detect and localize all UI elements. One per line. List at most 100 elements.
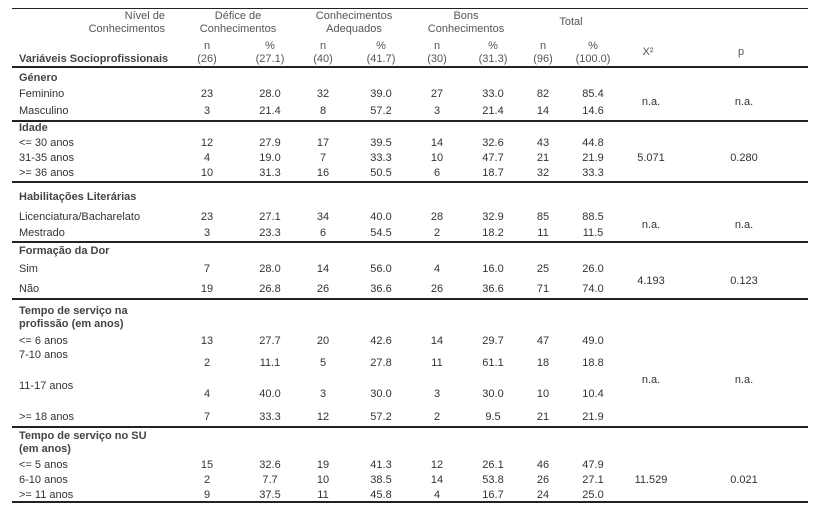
cell: 27.9 bbox=[259, 136, 281, 149]
cell: 23 bbox=[200, 210, 214, 223]
cell: 24 bbox=[536, 488, 550, 501]
n-label: n bbox=[319, 39, 327, 52]
cell: 4 bbox=[433, 488, 441, 501]
section-rule bbox=[12, 298, 808, 300]
chi-value: n.a. bbox=[641, 218, 661, 231]
cell: 2 bbox=[203, 473, 211, 486]
cell: 40.0 bbox=[370, 210, 392, 223]
section-title: Formação da Dor bbox=[19, 244, 110, 257]
header-rule bbox=[12, 66, 808, 68]
row-label: <= 6 anos bbox=[19, 334, 68, 347]
cell: 26 bbox=[536, 473, 550, 486]
cell: 2 bbox=[203, 356, 211, 369]
cell: 10 bbox=[536, 387, 550, 400]
corner-label: Nível de bbox=[124, 9, 165, 22]
row-label: Sim bbox=[19, 262, 38, 275]
cell: 71 bbox=[536, 282, 550, 295]
row-label: 11-17 anos bbox=[19, 379, 74, 392]
group-title: Adequados bbox=[326, 22, 382, 35]
cell: 42.6 bbox=[370, 334, 392, 347]
cell: 6 bbox=[433, 166, 441, 179]
cell: 3 bbox=[203, 104, 211, 117]
row-header: Variáveis Socioprofissionais bbox=[19, 52, 169, 65]
cell: 56.0 bbox=[370, 262, 392, 275]
top-rule bbox=[12, 8, 808, 9]
cell: 26 bbox=[316, 282, 330, 295]
cell: 12 bbox=[316, 410, 330, 423]
group-title: Bons bbox=[453, 9, 479, 22]
cell: 10.4 bbox=[582, 387, 604, 400]
cell: 88.5 bbox=[582, 210, 604, 223]
cell: 32.9 bbox=[482, 210, 504, 223]
cell: 19.0 bbox=[259, 151, 281, 164]
cell: 10 bbox=[316, 473, 330, 486]
n-label: n bbox=[203, 39, 211, 52]
cell: 27.1 bbox=[259, 210, 281, 223]
row-label: >= 36 anos bbox=[19, 166, 75, 179]
cell: 18.2 bbox=[482, 226, 504, 239]
cell: 3 bbox=[203, 226, 211, 239]
cell: 9 bbox=[203, 488, 211, 501]
cell: 5 bbox=[319, 356, 327, 369]
cell: 23.3 bbox=[259, 226, 281, 239]
cell: 57.2 bbox=[370, 104, 392, 117]
cell: 21.4 bbox=[259, 104, 281, 117]
cell: 10 bbox=[430, 151, 444, 164]
group-title: Conhecimentos bbox=[199, 22, 277, 35]
cell: 14 bbox=[536, 104, 550, 117]
cell: 16 bbox=[316, 166, 330, 179]
pct-label: % bbox=[588, 39, 598, 52]
cell: 18.7 bbox=[482, 166, 504, 179]
cell: 2 bbox=[433, 410, 441, 423]
cell: 23 bbox=[200, 87, 214, 100]
cell: 44.8 bbox=[582, 136, 604, 149]
bottom-rule bbox=[12, 501, 808, 503]
cell: 14 bbox=[430, 334, 444, 347]
row-label: 7-10 anos bbox=[19, 348, 68, 361]
group-title: Défice de bbox=[214, 9, 262, 22]
section-rule bbox=[12, 426, 808, 428]
cell: 21 bbox=[536, 151, 550, 164]
cell: 39.5 bbox=[370, 136, 392, 149]
cell: 18.8 bbox=[582, 356, 604, 369]
cell: 7 bbox=[319, 151, 327, 164]
cell: 82 bbox=[536, 87, 550, 100]
section-title: (em anos) bbox=[19, 442, 71, 455]
cell: 46 bbox=[536, 458, 550, 471]
cell: 33.3 bbox=[370, 151, 392, 164]
cell: 15 bbox=[200, 458, 214, 471]
cell: 54.5 bbox=[370, 226, 392, 239]
row-label: <= 30 anos bbox=[19, 136, 75, 149]
cell: 45.8 bbox=[370, 488, 392, 501]
cell: 2 bbox=[433, 226, 441, 239]
row-label: Masculino bbox=[19, 104, 69, 117]
cell: 28.0 bbox=[259, 87, 281, 100]
cell: 13 bbox=[200, 334, 214, 347]
cell: 21 bbox=[536, 410, 550, 423]
cell: 7 bbox=[203, 410, 211, 423]
n-label: n bbox=[539, 39, 547, 52]
cell: 33.3 bbox=[582, 166, 604, 179]
cell: 10 bbox=[200, 166, 214, 179]
cell: 20 bbox=[316, 334, 330, 347]
group-title: Conhecimentos bbox=[427, 22, 505, 35]
n-total: (30) bbox=[427, 52, 447, 65]
cell: 11 bbox=[431, 356, 443, 369]
cell: 6 bbox=[319, 226, 327, 239]
cell: 11 bbox=[537, 226, 549, 239]
p-value: 0.280 bbox=[730, 151, 758, 164]
cell: 12 bbox=[430, 458, 444, 471]
row-label: >= 18 anos bbox=[19, 410, 75, 423]
row-label: 6-10 anos bbox=[19, 473, 68, 486]
cell: 26.0 bbox=[582, 262, 604, 275]
cell: 12 bbox=[200, 136, 214, 149]
cell: 34 bbox=[316, 210, 330, 223]
n-label: n bbox=[433, 39, 441, 52]
cell: 7 bbox=[203, 262, 211, 275]
cell: 19 bbox=[316, 458, 330, 471]
row-label: Licenciatura/Bacharelato bbox=[19, 210, 141, 223]
cell: 29.7 bbox=[482, 334, 504, 347]
cell: 85.4 bbox=[582, 87, 604, 100]
pct-total: (31.3) bbox=[478, 52, 508, 65]
cell: 3 bbox=[433, 387, 441, 400]
